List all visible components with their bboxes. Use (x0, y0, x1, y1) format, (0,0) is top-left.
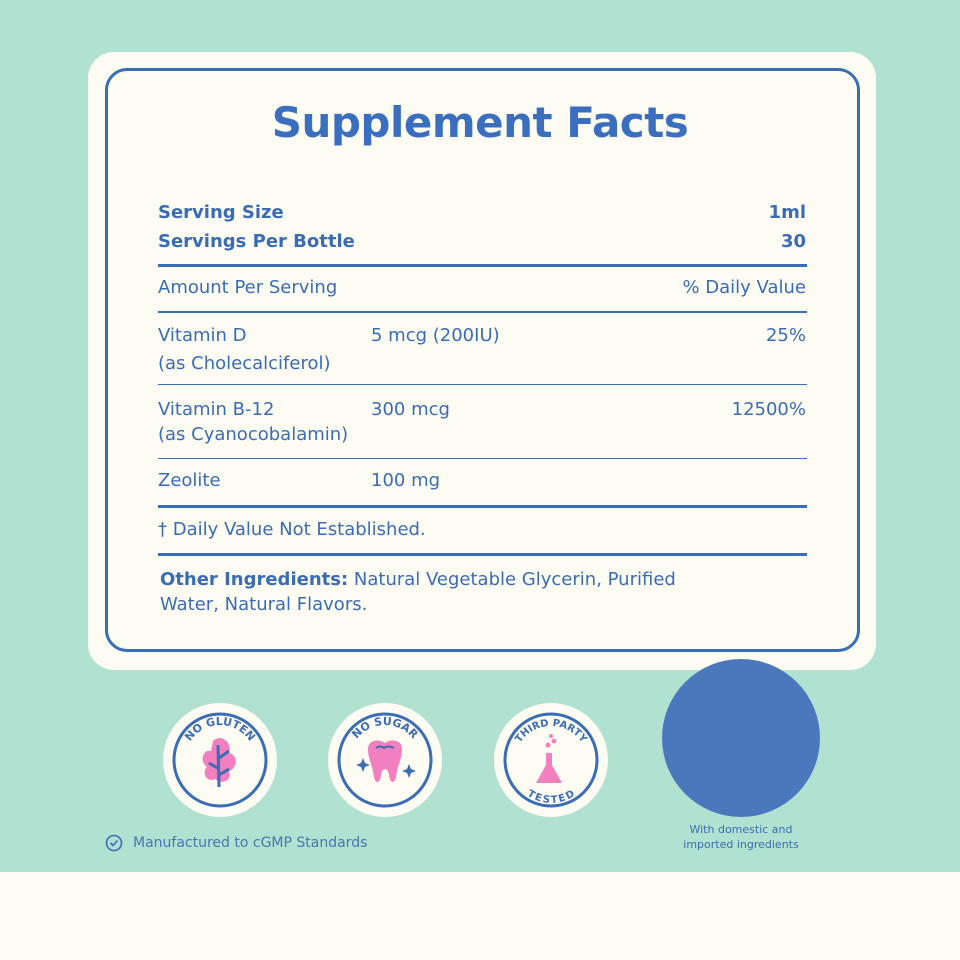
facts-card (88, 52, 876, 670)
leaf-icon: NO GLUTEN (172, 712, 268, 808)
origin-circle (662, 659, 820, 817)
nutrient-sub: (as Cholecalciferol) (158, 353, 331, 374)
footer-area (0, 872, 960, 960)
page-title: Supplement Facts (271, 98, 689, 147)
check-circle-icon (105, 834, 123, 852)
serving-size-value: 1ml (768, 202, 806, 223)
no-gluten-badge: NO GLUTEN (163, 703, 277, 817)
nutrient-sub: (as Cyanocobalamin) (158, 424, 349, 445)
nutrient-amount: 5 mcg (200IU) (371, 325, 500, 346)
badge-text: NO SUGAR (349, 715, 421, 742)
nutrient-name: Vitamin B-12 (158, 399, 275, 420)
divider (158, 505, 807, 508)
servings-per-bottle-value: 30 (780, 231, 806, 252)
other-ingredients-label: Other Ingredients: (160, 569, 349, 590)
no-sugar-badge: NO SUGAR (328, 703, 442, 817)
serving-size-label: Serving Size (158, 202, 284, 223)
nutrient-dv: 25% (765, 325, 806, 346)
nutrient-amount: 100 mg (371, 470, 441, 491)
divider (158, 384, 807, 385)
nutrient-name: Zeolite (158, 470, 221, 491)
dv-header: % Daily Value (682, 277, 806, 298)
servings-per-bottle-label: Servings Per Bottle (158, 231, 355, 252)
origin-text-2: imported ingredients (683, 838, 799, 851)
svg-text:NO SUGAR: NO SUGAR (349, 715, 421, 742)
amount-header: Amount Per Serving (158, 277, 338, 298)
divider (158, 458, 807, 459)
svg-text:TESTED: TESTED (525, 788, 576, 806)
divider (158, 264, 807, 267)
nutrient-name: Vitamin D (158, 325, 247, 346)
nutrient-dv: 12500% (731, 399, 806, 420)
tooth-icon: NO SUGAR (337, 712, 433, 808)
flask-icon: THIRD PARTY TESTED (503, 712, 599, 808)
badge-text-bottom: TESTED (525, 788, 576, 806)
third-party-tested-badge: THIRD PARTY TESTED (494, 703, 608, 817)
divider (158, 311, 807, 313)
other-ingredients-text-2: Water, Natural Flavors. (160, 594, 368, 615)
origin-text-1: With domestic and (689, 823, 793, 836)
facts-border (105, 68, 860, 652)
divider (158, 553, 807, 556)
other-ingredients-text: Natural Vegetable Glycerin, Purified (353, 569, 676, 590)
cgmp-text: Manufactured to cGMP Standards (133, 835, 368, 851)
nutrient-amount: 300 mcg (371, 399, 450, 420)
footnote: † Daily Value Not Established. (158, 519, 426, 540)
